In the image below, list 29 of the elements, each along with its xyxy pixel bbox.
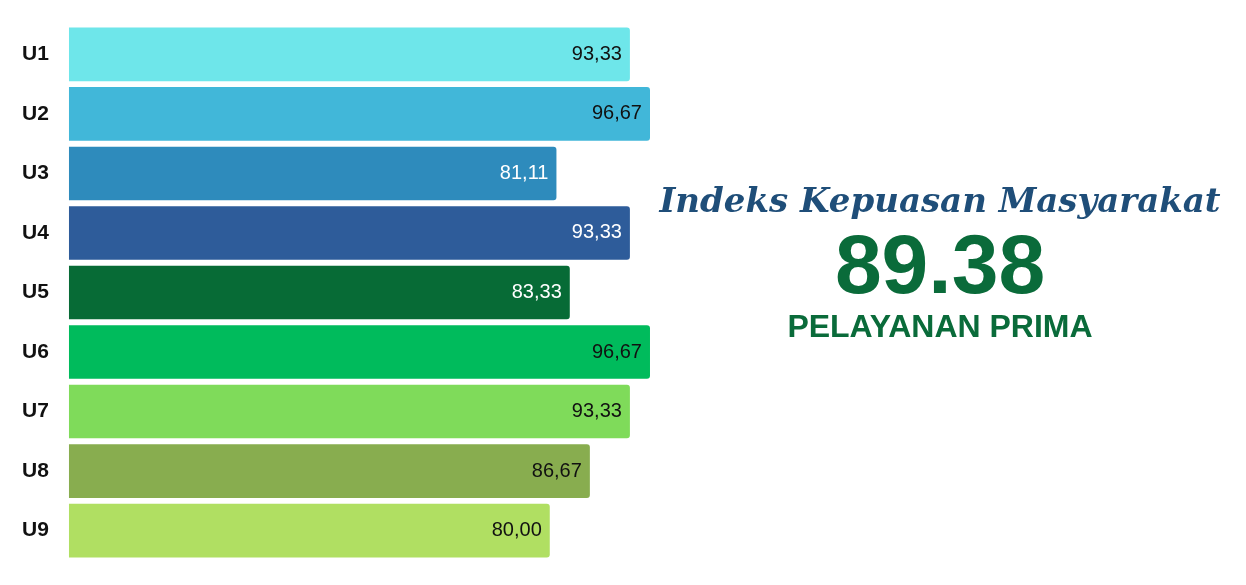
bar [68, 503, 550, 558]
data-label: 80,00 [491, 518, 542, 541]
y-tick-label: U7 [21, 398, 49, 422]
data-label: 83,33 [511, 280, 562, 303]
y-tick-label: U2 [21, 100, 49, 124]
data-label: 93,33 [571, 41, 622, 64]
y-tick-label: U5 [21, 279, 50, 303]
y-tick-label: U8 [21, 457, 50, 481]
data-label: 96,67 [591, 339, 642, 362]
bar [68, 444, 590, 498]
bar [68, 146, 557, 201]
bar [68, 206, 630, 260]
bar [68, 87, 650, 141]
data-label: 86,67 [531, 458, 582, 481]
data-label: 81,11 [499, 160, 549, 183]
text: PELAYANAN PRIMA [786, 308, 1094, 346]
y-tick-label: U6 [21, 338, 49, 362]
text: Indeks Kepuasan Masyarakat [657, 180, 1222, 220]
data-label: 93,33 [571, 220, 622, 243]
bar [68, 27, 630, 82]
y-tick-label: U3 [21, 160, 49, 184]
data-label: 93,33 [571, 399, 622, 422]
y-tick-label: U9 [21, 517, 49, 541]
bar [68, 384, 630, 439]
bar [68, 325, 650, 379]
y-tick-label: U4 [21, 219, 50, 243]
data-label: 96,67 [591, 101, 642, 124]
bar [68, 265, 570, 320]
y-tick-label: U1 [21, 41, 50, 65]
